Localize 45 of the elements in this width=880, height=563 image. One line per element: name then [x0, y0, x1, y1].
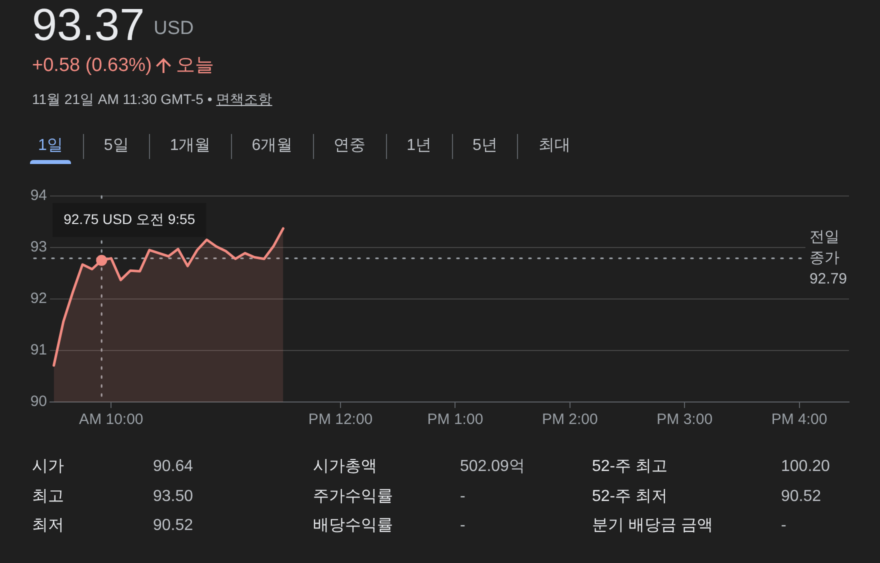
- x-tick-label: AM 10:00: [79, 411, 144, 428]
- text: 52-주 최고: [592, 458, 668, 475]
- text: 11월 21일 AM 11:30 GMT-5 •: [32, 91, 212, 107]
- y-tick-label: 93: [30, 238, 47, 256]
- x-tick-label: PM 1:00: [427, 411, 484, 428]
- text: 90.52: [781, 488, 822, 504]
- x-tick-label: PM 3:00: [656, 411, 713, 428]
- text: 6개월: [252, 137, 293, 154]
- text: 면책조항: [216, 91, 272, 107]
- text: 1개월: [170, 137, 211, 154]
- text: 연중: [334, 137, 366, 154]
- annotation: 92.75 USD 오전 9:55: [64, 210, 196, 227]
- text: 최고: [32, 488, 64, 504]
- y-tick-label: 92: [30, 290, 47, 308]
- text: 90.64: [153, 458, 194, 475]
- text: 분기 배당금 금액: [592, 517, 713, 534]
- y-tick-label: 94: [30, 187, 47, 204]
- text: 시가총액: [313, 458, 377, 475]
- text: 최저: [32, 517, 64, 534]
- text: 5년: [472, 137, 498, 154]
- y-tick-label: 91: [30, 342, 47, 359]
- x-tick-label: PM 4:00: [771, 411, 828, 428]
- text: 502.09억: [460, 458, 525, 475]
- chart-subtitle: +0.58 (0.63%): [32, 55, 152, 76]
- text: 배당수익률: [313, 517, 393, 534]
- text: 52-주 최저: [592, 488, 668, 504]
- text: 오늘: [176, 55, 214, 76]
- text: 최대: [538, 137, 570, 154]
- text: 1일: [38, 137, 63, 154]
- ref-line-label: 전일 종가 92.79: [809, 228, 848, 288]
- y-tick-label: 90: [30, 393, 47, 410]
- text: 시가: [32, 458, 64, 475]
- text: 90.52: [153, 517, 194, 534]
- text: 1년: [406, 137, 432, 154]
- chart-title: 93.37: [32, 0, 145, 50]
- text: USD: [154, 18, 194, 39]
- text: 100.20: [781, 458, 830, 475]
- text: -: [460, 517, 466, 534]
- x-tick-label: PM 2:00: [542, 411, 598, 428]
- x-tick-label: PM 12:00: [308, 411, 373, 428]
- text: -: [460, 488, 466, 504]
- text: 주가수익률: [313, 488, 393, 504]
- text: 93.50: [153, 488, 194, 504]
- text: 5일: [104, 137, 129, 154]
- text: -: [781, 517, 786, 534]
